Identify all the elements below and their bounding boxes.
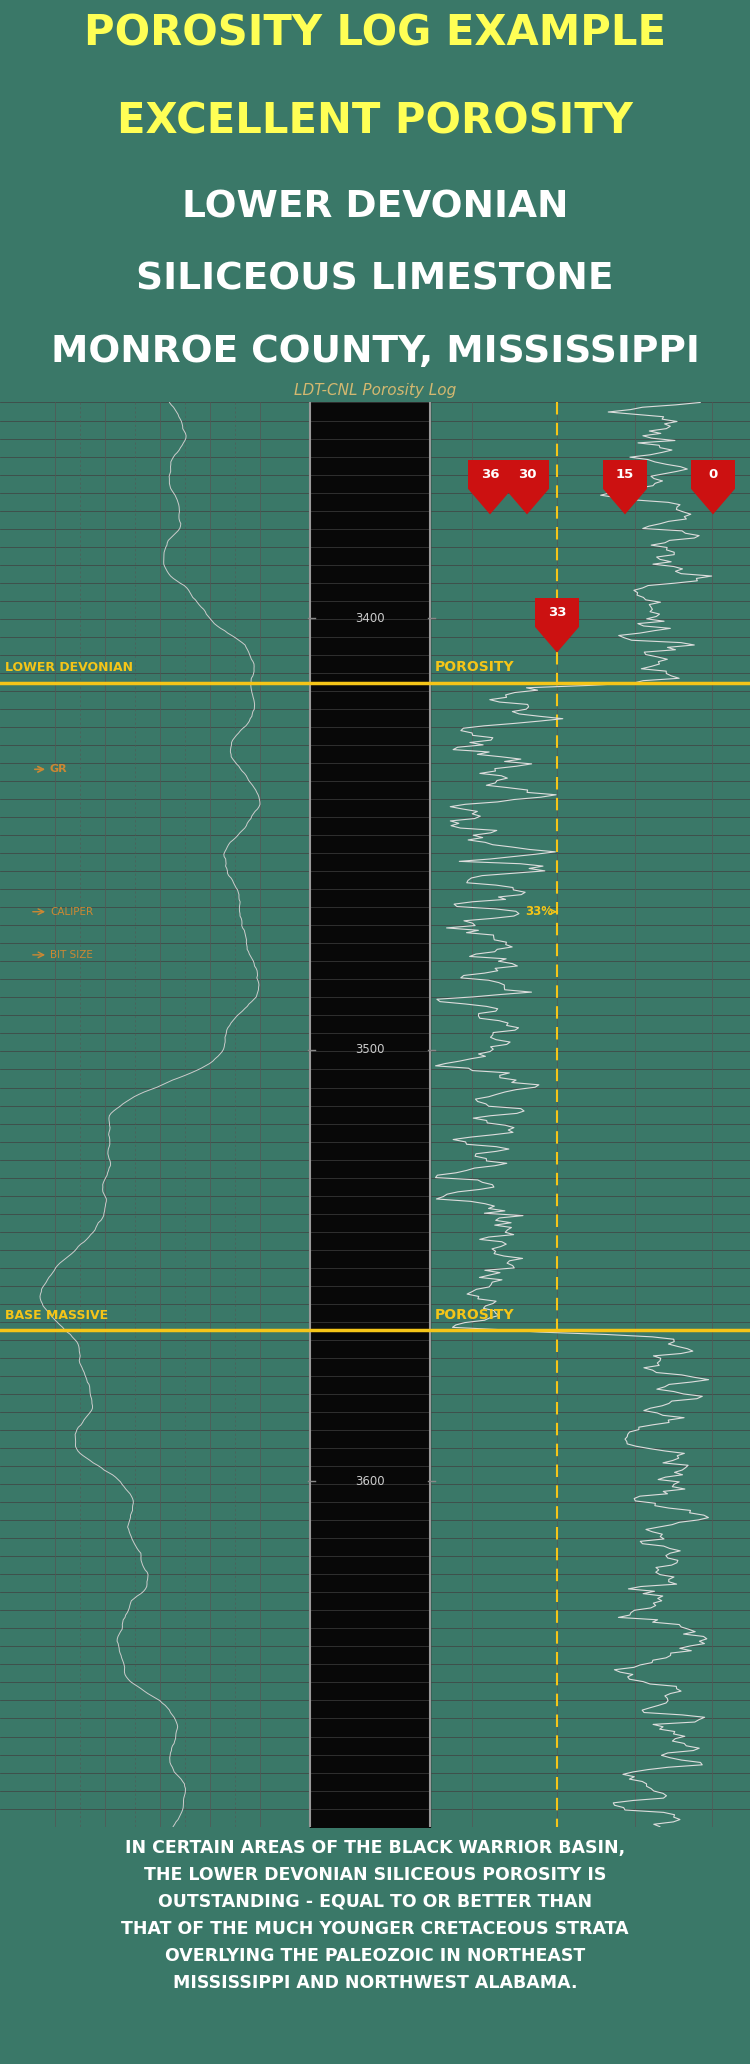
Text: 3600: 3600: [356, 1476, 385, 1488]
Text: MONROE COUNTY, MISSISSIPPI: MONROE COUNTY, MISSISSIPPI: [50, 334, 700, 369]
Text: 30: 30: [518, 469, 536, 481]
Bar: [603, 460, 647, 489]
Text: IN CERTAIN AREAS OF THE BLACK WARRIOR BASIN,
THE LOWER DEVONIAN SILICEOUS POROSI: IN CERTAIN AREAS OF THE BLACK WARRIOR BA…: [122, 1839, 628, 1992]
Bar: [468, 460, 512, 489]
Text: CALIPER: CALIPER: [50, 906, 93, 916]
Text: POROSITY LOG EXAMPLE: POROSITY LOG EXAMPLE: [84, 12, 666, 54]
Text: 33%: 33%: [525, 906, 553, 918]
Text: 33: 33: [548, 607, 566, 619]
Text: BASE MASSIVE: BASE MASSIVE: [5, 1309, 108, 1321]
Polygon shape: [691, 489, 735, 514]
Text: POROSITY: POROSITY: [435, 1309, 514, 1321]
Text: BIT SIZE: BIT SIZE: [50, 949, 93, 960]
Text: 3400: 3400: [356, 611, 385, 625]
Text: 3500: 3500: [356, 1042, 385, 1057]
Text: LOWER DEVONIAN: LOWER DEVONIAN: [182, 190, 568, 225]
Bar: [505, 460, 549, 489]
Polygon shape: [468, 489, 512, 514]
Bar: [535, 599, 579, 627]
Text: LOWER DEVONIAN: LOWER DEVONIAN: [5, 660, 133, 675]
Text: 36: 36: [481, 469, 500, 481]
Text: GR: GR: [50, 764, 68, 774]
Polygon shape: [535, 627, 579, 652]
Polygon shape: [505, 489, 549, 514]
Text: 0: 0: [708, 469, 718, 481]
Text: LDT-CNL Porosity Log: LDT-CNL Porosity Log: [294, 384, 456, 398]
Text: SILICEOUS LIMESTONE: SILICEOUS LIMESTONE: [136, 262, 614, 297]
Bar: [691, 460, 735, 489]
Text: EXCELLENT POROSITY: EXCELLENT POROSITY: [117, 101, 633, 142]
Text: 15: 15: [616, 469, 634, 481]
Text: POROSITY: POROSITY: [435, 660, 514, 675]
Polygon shape: [603, 489, 647, 514]
